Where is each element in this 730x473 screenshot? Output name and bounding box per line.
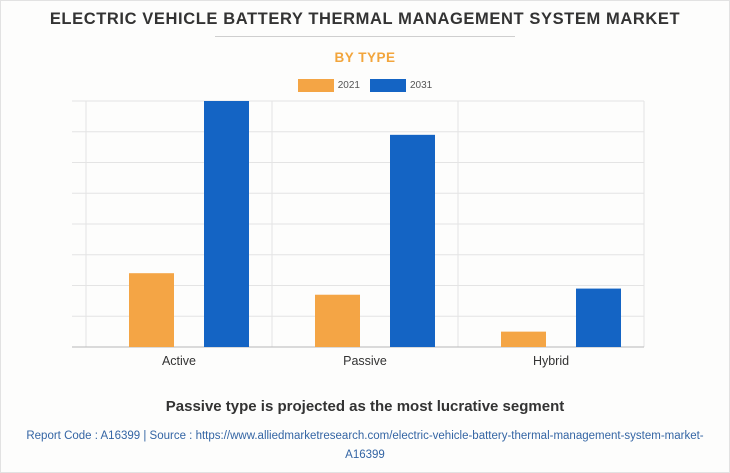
footer-headline: Passive type is projected as the most lu… (165, 398, 565, 415)
legend-swatch-2021 (297, 79, 334, 92)
chart-legend: 2021 2031 (0, 79, 730, 92)
legend-label-2031: 2031 (410, 80, 433, 91)
chart-subtitle: BY TYPE (334, 50, 396, 65)
x-tick-label: Passive (343, 354, 387, 368)
legend-label-2021: 2021 (337, 80, 360, 91)
bar-2031-passive (390, 134, 435, 347)
bar-2021-passive (315, 294, 360, 347)
legend-item-2031[interactable]: 2031 (370, 79, 432, 92)
footer-source[interactable]: Report Code : A16399 | Source : https://… (26, 430, 704, 461)
title-divider (215, 36, 515, 37)
bar-2021-hybrid (501, 331, 546, 347)
legend-swatch-2031 (370, 79, 406, 92)
chart-title: ELECTRIC VEHICLE BATTERY THERMAL MANAGEM… (49, 10, 681, 28)
bar-2031-active (204, 101, 249, 347)
x-tick-label: Active (162, 354, 196, 368)
bar-2021-active (129, 273, 174, 347)
x-tick-label: Hybrid (533, 354, 569, 368)
legend-item-2021[interactable]: 2021 (297, 79, 360, 92)
bar-2031-hybrid (576, 288, 621, 347)
